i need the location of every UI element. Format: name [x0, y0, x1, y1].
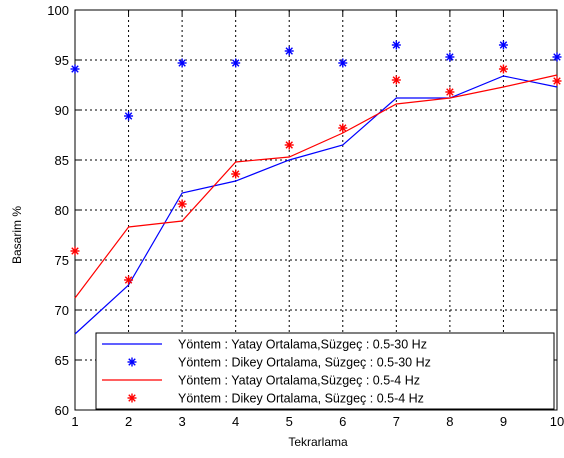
data-point-star [498, 64, 508, 74]
data-point-star [177, 58, 187, 68]
star-stroke [178, 200, 186, 208]
legend-star-swatch [127, 393, 137, 403]
x-axis-label: Tekrarlama [288, 435, 348, 449]
data-point-star [445, 52, 455, 62]
x-tick-label: 9 [500, 414, 507, 429]
star-stroke [124, 276, 133, 284]
star-stroke [124, 112, 133, 120]
y-tick-label: 75 [55, 253, 69, 268]
series-line-3 [74, 74, 558, 299]
legend-box [95, 332, 555, 410]
legend-star-swatch [127, 357, 137, 367]
data-point-star [445, 87, 455, 97]
legend-label: Yöntem : Yatay Ortalama,Süzgeç : 0.5-30 … [178, 338, 427, 352]
y-tick-label: 80 [55, 203, 69, 218]
data-point-star [552, 76, 562, 86]
data-point-star [391, 75, 401, 85]
star-stroke [178, 59, 186, 67]
data-point-star [70, 246, 80, 256]
data-point-star [391, 40, 401, 50]
y-axis-label: Basarim % [10, 206, 24, 264]
data-point-star [284, 140, 294, 150]
data-point-star [284, 46, 294, 56]
data-point-star [70, 64, 80, 74]
plot-area [70, 40, 562, 335]
star-stroke [446, 88, 454, 96]
y-tick-label: 60 [55, 403, 69, 418]
y-tick-label: 95 [55, 53, 69, 68]
series-line-1 [74, 75, 558, 335]
x-tick-label: 4 [232, 414, 239, 429]
y-tick-label: 90 [55, 103, 69, 118]
x-tick-label: 10 [550, 414, 564, 429]
star-stroke [71, 247, 79, 255]
y-tick-label: 65 [55, 353, 69, 368]
star-stroke [128, 358, 136, 366]
star-stroke [285, 141, 293, 149]
x-tick-label: 3 [178, 414, 185, 429]
legend-entry: Yöntem : Dikey Ortalama, Süzgeç : 0.5-4 … [127, 392, 424, 406]
star-stroke [339, 59, 347, 67]
star-stroke [128, 394, 136, 402]
data-point-star [231, 58, 241, 68]
y-tick-label: 70 [55, 303, 69, 318]
data-point-star [338, 123, 348, 133]
tick-labels: 1 2 3 4 5 6 7 8 9 10 60 65 70 75 80 85 90 95 100 [47, 3, 564, 429]
y-tick-label: 100 [47, 3, 69, 18]
star-stroke [392, 41, 401, 49]
data-point-star [231, 169, 241, 179]
legend-entry: Yöntem : Yatay Ortalama,Süzgeç : 0.5-30 … [102, 338, 427, 352]
y-tick-label: 85 [55, 153, 69, 168]
star-stroke [499, 65, 508, 73]
data-point-star [498, 40, 508, 50]
star-stroke [553, 53, 561, 61]
star-stroke [339, 124, 347, 132]
star-stroke [553, 77, 561, 85]
legend-label: Yöntem : Dikey Ortalama, Süzgeç : 0.5-4 … [178, 392, 424, 406]
star-stroke [392, 76, 401, 84]
data-point-star [552, 52, 562, 62]
legend-label: Yöntem : Yatay Ortalama,Süzgeç : 0.5-4 H… [178, 374, 420, 388]
star-stroke [231, 170, 240, 178]
legend-entry: Yöntem : Dikey Ortalama, Süzgeç : 0.5-30… [127, 356, 431, 370]
legend: Yöntem : Yatay Ortalama,Süzgeç : 0.5-30 … [95, 332, 555, 410]
star-stroke [446, 53, 454, 61]
data-point-star [124, 275, 134, 285]
star-stroke [285, 47, 293, 55]
x-tick-label: 6 [339, 414, 346, 429]
x-tick-label: 7 [393, 414, 400, 429]
data-point-star [177, 199, 187, 209]
axes-frame [74, 9, 558, 411]
data-point-star [338, 58, 348, 68]
x-tick-label: 8 [446, 414, 453, 429]
star-stroke [231, 59, 240, 67]
data-point-star [124, 111, 134, 121]
x-tick-label: 2 [125, 414, 132, 429]
legend-label: Yöntem : Dikey Ortalama, Süzgeç : 0.5-30… [178, 356, 431, 370]
star-stroke [71, 65, 79, 73]
star-stroke [499, 41, 508, 49]
legend-entry: Yöntem : Yatay Ortalama,Süzgeç : 0.5-4 H… [102, 374, 420, 388]
x-tick-label: 1 [71, 414, 78, 429]
x-tick-label: 5 [286, 414, 293, 429]
